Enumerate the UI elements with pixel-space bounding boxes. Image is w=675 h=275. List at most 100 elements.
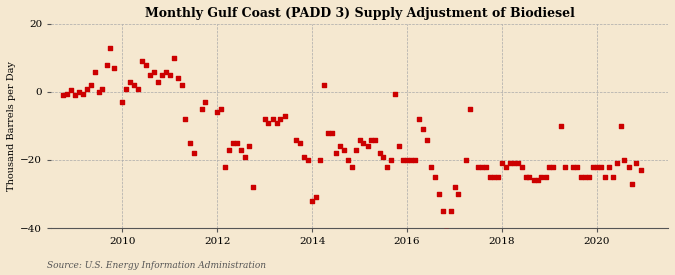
Point [580, 175, 591, 179]
Point [612, 161, 622, 166]
Point [153, 79, 163, 84]
Point [188, 151, 199, 155]
Point [520, 175, 531, 179]
Point [97, 86, 108, 91]
Point [275, 117, 286, 121]
Point [500, 164, 511, 169]
Point [295, 141, 306, 145]
Point [591, 164, 602, 169]
Point [176, 83, 187, 87]
Point [453, 192, 464, 196]
Point [568, 164, 578, 169]
Point [493, 175, 504, 179]
Point [121, 86, 132, 91]
Point [572, 164, 583, 169]
Point [200, 100, 211, 104]
Text: Source: U.S. Energy Information Administration: Source: U.S. Energy Information Administ… [47, 260, 266, 270]
Point [635, 168, 646, 172]
Point [362, 144, 373, 148]
Point [240, 154, 250, 159]
Point [382, 164, 393, 169]
Point [196, 107, 207, 111]
Point [422, 138, 433, 142]
Point [417, 127, 428, 131]
Point [61, 91, 72, 96]
Point [144, 73, 155, 77]
Point [57, 93, 68, 98]
Point [70, 93, 80, 98]
Point [339, 148, 350, 152]
Point [588, 164, 599, 169]
Point [125, 79, 136, 84]
Point [366, 138, 377, 142]
Point [101, 62, 112, 67]
Point [583, 175, 594, 179]
Point [548, 164, 559, 169]
Point [615, 124, 626, 128]
Point [232, 141, 242, 145]
Point [105, 45, 116, 50]
Point [489, 175, 500, 179]
Point [291, 138, 302, 142]
Point [310, 195, 321, 200]
Point [370, 138, 381, 142]
Point [168, 56, 179, 60]
Point [540, 175, 551, 179]
Point [414, 117, 425, 121]
Point [603, 164, 614, 169]
Point [631, 161, 642, 166]
Point [279, 114, 290, 118]
Point [472, 164, 483, 169]
Point [485, 175, 495, 179]
Point [303, 158, 314, 162]
Point [441, 229, 452, 234]
Point [481, 164, 491, 169]
Point [619, 158, 630, 162]
Point [595, 164, 606, 169]
Point [220, 164, 231, 169]
Point [505, 161, 516, 166]
Point [576, 175, 587, 179]
Point [244, 144, 254, 148]
Point [267, 117, 278, 121]
Point [184, 141, 195, 145]
Point [429, 175, 440, 179]
Point [465, 107, 476, 111]
Point [315, 158, 325, 162]
Point [74, 90, 84, 94]
Point [78, 91, 88, 96]
Point [508, 161, 519, 166]
Point [342, 158, 353, 162]
Point [248, 185, 259, 189]
Y-axis label: Thousand Barrels per Day: Thousand Barrels per Day [7, 61, 16, 191]
Point [512, 161, 523, 166]
Point [497, 161, 508, 166]
Point [129, 83, 140, 87]
Point [319, 83, 329, 87]
Point [394, 144, 404, 148]
Point [212, 110, 223, 115]
Point [607, 175, 618, 179]
Point [524, 175, 535, 179]
Point [433, 192, 444, 196]
Point [386, 158, 397, 162]
Point [259, 117, 270, 121]
Title: Monthly Gulf Coast (PADD 3) Supply Adjustment of Biodiesel: Monthly Gulf Coast (PADD 3) Supply Adjus… [144, 7, 574, 20]
Point [271, 120, 282, 125]
Point [331, 151, 342, 155]
Point [627, 182, 638, 186]
Point [227, 141, 238, 145]
Point [157, 73, 167, 77]
Point [354, 138, 365, 142]
Point [437, 209, 448, 213]
Point [560, 164, 570, 169]
Point [425, 164, 436, 169]
Point [140, 62, 151, 67]
Point [172, 76, 183, 81]
Point [346, 164, 357, 169]
Point [263, 120, 274, 125]
Point [236, 148, 246, 152]
Point [446, 209, 456, 213]
Point [402, 158, 412, 162]
Point [327, 131, 338, 135]
